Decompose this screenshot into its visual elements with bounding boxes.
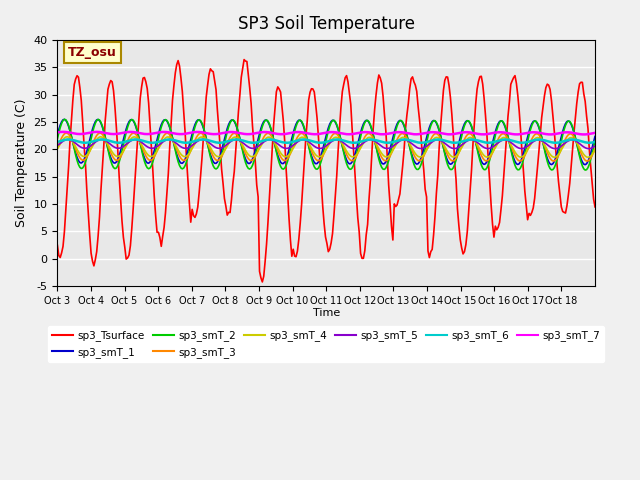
Legend: sp3_Tsurface, sp3_smT_1, sp3_smT_2, sp3_smT_3, sp3_smT_4, sp3_smT_5, sp3_smT_6, : sp3_Tsurface, sp3_smT_1, sp3_smT_2, sp3_… [48,326,604,362]
sp3_smT_2 [90,124,98,130]
sp3_Tsurface [72,76,79,82]
sp3_smT_6 [535,137,543,143]
sp3_Tsurface [240,57,248,62]
sp3_smT_2 [581,167,589,173]
sp3_smT_4 [63,134,71,140]
sp3_smT_1 [589,139,597,145]
sp3_smT_1 [438,139,446,144]
sp3_smT_1 [54,132,61,138]
sp3_smT_5 [438,138,446,144]
sp3_smT_6 [589,139,597,145]
sp3_smT_7 [73,131,81,137]
sp3_smT_3 [62,130,70,136]
sp3_smT_6 [330,137,338,143]
sp3_smT_2 [438,139,446,144]
sp3_smT_1 [90,122,98,128]
sp3_Tsurface [591,204,599,210]
sp3_Tsurface [520,168,527,174]
sp3_smT_4 [589,149,597,155]
sp3_smT_6 [89,139,97,144]
sp3_Tsurface [589,196,597,202]
sp3_smT_6 [552,140,559,145]
sp3_Tsurface [440,87,447,93]
sp3_smT_5 [90,140,98,146]
sp3_smT_7 [438,131,446,136]
sp3_smT_7 [518,131,526,137]
sp3_smT_2 [54,136,61,142]
Line: sp3_smT_5: sp3_smT_5 [58,140,595,149]
sp3_smT_5 [65,137,72,143]
sp3_smT_5 [591,143,599,149]
Line: sp3_smT_7: sp3_smT_7 [58,132,595,134]
sp3_smT_1 [591,133,599,139]
sp3_smT_2 [61,117,68,122]
sp3_smT_2 [589,144,597,150]
sp3_smT_4 [591,147,599,153]
sp3_smT_5 [332,137,339,143]
sp3_smT_3 [332,131,339,136]
sp3_smT_6 [436,137,444,143]
sp3_smT_3 [90,138,98,144]
sp3_smT_6 [516,140,524,145]
sp3_smT_5 [54,143,61,148]
sp3_smT_7 [332,130,339,135]
sp3_smT_4 [584,155,592,160]
sp3_smT_7 [54,130,61,135]
Line: sp3_smT_2: sp3_smT_2 [58,120,595,170]
sp3_smT_3 [73,149,81,155]
sp3_smT_3 [591,146,599,152]
Line: sp3_Tsurface: sp3_Tsurface [58,60,595,282]
sp3_smT_1 [73,155,81,160]
sp3_smT_2 [518,161,526,167]
sp3_smT_3 [583,158,591,164]
sp3_smT_2 [73,157,81,163]
Line: sp3_smT_6: sp3_smT_6 [58,140,595,143]
sp3_smT_3 [589,149,597,155]
Line: sp3_smT_3: sp3_smT_3 [58,133,595,161]
sp3_smT_4 [518,154,526,160]
sp3_smT_5 [586,146,593,152]
sp3_smT_1 [581,162,589,168]
sp3_smT_7 [580,132,588,137]
Line: sp3_smT_4: sp3_smT_4 [58,137,595,157]
sp3_smT_1 [518,155,526,161]
sp3_smT_5 [589,144,597,150]
sp3_smT_3 [518,157,526,163]
sp3_smT_1 [61,117,68,122]
sp3_Tsurface [54,242,61,248]
sp3_smT_6 [72,138,79,144]
sp3_Tsurface [259,279,266,285]
sp3_smT_4 [332,134,339,140]
sp3_smT_6 [54,139,61,145]
sp3_smT_4 [73,146,81,152]
sp3_smT_7 [591,130,599,136]
sp3_Tsurface [333,173,340,179]
X-axis label: Time: Time [312,308,340,318]
sp3_smT_2 [332,119,339,124]
sp3_smT_3 [438,139,446,144]
sp3_smT_5 [73,142,81,147]
sp3_smT_7 [59,129,67,135]
sp3_smT_6 [591,139,599,145]
Line: sp3_smT_1: sp3_smT_1 [58,120,595,165]
sp3_smT_1 [332,120,339,125]
sp3_Tsurface [89,258,97,264]
sp3_smT_4 [90,141,98,147]
sp3_smT_5 [518,146,526,152]
Title: SP3 Soil Temperature: SP3 Soil Temperature [237,15,415,33]
sp3_smT_4 [54,146,61,152]
Text: TZ_osu: TZ_osu [68,46,117,59]
sp3_smT_4 [438,139,446,144]
sp3_smT_2 [591,138,599,144]
sp3_smT_7 [589,130,597,136]
Y-axis label: Soil Temperature (C): Soil Temperature (C) [15,99,28,227]
sp3_smT_3 [54,145,61,151]
sp3_smT_7 [90,129,98,135]
